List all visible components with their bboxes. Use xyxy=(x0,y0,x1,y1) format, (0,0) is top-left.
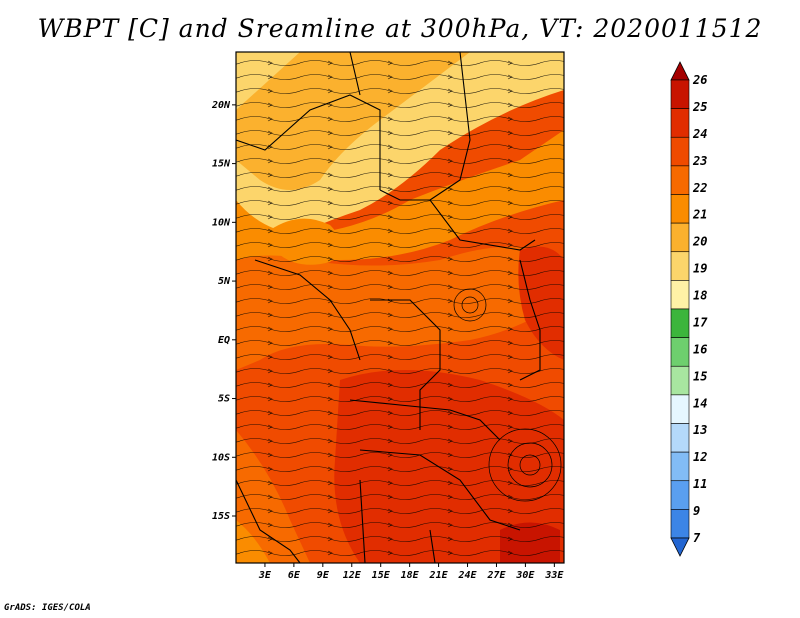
colorbar-label: 19 xyxy=(693,262,707,276)
lon-tick-label: 6E xyxy=(288,570,301,581)
lon-tick-label: 15E xyxy=(372,570,391,581)
colorbar-max-triangle xyxy=(670,61,690,81)
lon-tick-label: 9E xyxy=(317,570,330,581)
grads-credit: GrADS: IGES/COLA xyxy=(4,603,91,613)
lat-tick-label: 15S xyxy=(212,511,230,522)
colorbar-swatch xyxy=(670,108,690,138)
colorbar-label: 24 xyxy=(692,127,707,141)
colorbar-label: 9 xyxy=(693,504,700,518)
map-frame xyxy=(235,51,565,564)
colorbar-swatch xyxy=(670,394,690,424)
colorbar-swatch xyxy=(670,194,690,224)
lon-tick-label: 12E xyxy=(343,570,362,581)
lat-tick-label: 10N xyxy=(212,217,231,228)
colorbar-swatch xyxy=(670,222,690,253)
colorbar-swatch xyxy=(670,480,690,510)
vortex-south-ring xyxy=(507,442,553,488)
longitude-axis: 3E 6E 9E 12E 15E 18E 21E 24E 27E 30E 33E xyxy=(258,563,564,581)
colorbar-label: 26 xyxy=(692,73,707,87)
latitude-axis: 20N 15N 10N 5N EQ 5S 10S 15S xyxy=(211,100,236,522)
colorbar-label: 22 xyxy=(692,181,707,195)
colorbar-swatch xyxy=(670,280,690,310)
lat-tick-label: EQ xyxy=(218,335,230,346)
lat-tick-label: 10S xyxy=(212,452,230,463)
lon-tick-label: 33E xyxy=(544,570,564,581)
colorbar-label: 21 xyxy=(692,208,707,222)
lat-tick-label: 15N xyxy=(212,159,231,170)
streamlines xyxy=(236,52,564,563)
lon-tick-label: 18E xyxy=(401,570,420,581)
vortex-equator-ring xyxy=(453,288,487,322)
colorbar-label: 23 xyxy=(692,154,707,168)
colorbar-label: 12 xyxy=(693,450,707,464)
colorbar: 26 25 24 23 22 21 20 19 18 17 16 15 14 13 12 11 9 7 xyxy=(670,61,708,557)
colorbar-swatch xyxy=(670,308,690,338)
colorbar-label: 13 xyxy=(693,423,707,437)
colorbar-swatch xyxy=(670,365,690,396)
vortex-equator xyxy=(461,296,479,314)
lon-tick-label: 30E xyxy=(515,570,535,581)
lon-tick-label: 3E xyxy=(258,570,272,581)
colorbar-swatch xyxy=(670,165,690,195)
colorbar-swatch xyxy=(670,136,690,167)
vortex-south-outer xyxy=(488,428,562,502)
chart-title: WBPT [C] and Sreamline at 300hPa, VT: 20… xyxy=(37,14,763,43)
colorbar-label: 18 xyxy=(693,289,707,303)
lat-tick-label: 20N xyxy=(211,100,231,111)
colorbar-min-triangle xyxy=(670,537,690,557)
colorbar-label: 11 xyxy=(693,477,707,491)
colorbar-swatch xyxy=(670,509,690,539)
colorbar-swatch xyxy=(670,337,690,367)
colorbar-swatch xyxy=(670,251,690,281)
country-boundaries xyxy=(236,52,541,563)
colorbar-swatch xyxy=(670,451,690,482)
colorbar-swatch xyxy=(670,423,690,453)
vortex-south xyxy=(519,454,541,476)
lat-tick-label: 5N xyxy=(218,276,231,287)
colorbar-label: 20 xyxy=(692,235,707,249)
colorbar-label: 16 xyxy=(693,342,707,356)
lon-tick-label: 24E xyxy=(457,570,477,581)
colorbar-label: 15 xyxy=(693,369,707,383)
colorbar-swatch xyxy=(670,79,690,109)
lon-tick-label: 21E xyxy=(429,570,449,581)
colorbar-label: 7 xyxy=(693,531,701,545)
colorbar-label: 14 xyxy=(693,396,707,410)
colorbar-label: 17 xyxy=(693,315,708,329)
lat-tick-label: 5S xyxy=(218,394,230,405)
colorbar-label: 25 xyxy=(692,100,707,114)
lon-tick-label: 27E xyxy=(486,570,506,581)
